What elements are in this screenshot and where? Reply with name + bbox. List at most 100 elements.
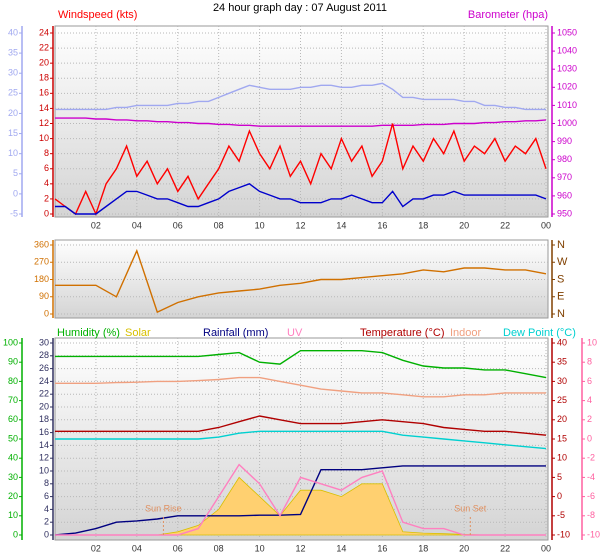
y-tick-label: 40 [8,453,18,463]
y-tick-label: 1050 [557,27,577,37]
series-label: Windspeed (kts) [58,9,137,21]
y-tick-label: 8 [44,478,49,488]
y-tick-label: 12 [39,453,49,463]
x-tick-label: 18 [418,220,428,230]
x-tick-label: 04 [132,543,142,553]
y-tick-label: 18 [39,73,49,83]
series-line [55,248,547,314]
x-tick-label: 16 [377,543,387,553]
y-tick-label: 28 [39,350,49,360]
y-tick-label: -5 [557,510,565,520]
y-tick-label: 2 [44,193,49,203]
y-tick-label: 0 [44,529,49,539]
y-tick-label: 90 [39,291,49,301]
y-tick-label: 0 [44,208,49,218]
y-tick-label: 20 [557,414,567,424]
series-line [54,465,546,536]
y-tick-label: 180 [34,274,49,284]
annotation-label: Sun Rise [145,503,182,513]
x-tick-label: 00 [541,220,551,230]
series-label: Indoor [450,327,482,339]
x-tick-label: 22 [500,220,510,230]
y-tick-label: -6 [587,491,595,501]
y-tick-label: 8 [44,148,49,158]
y-tick-label: 4 [587,395,592,405]
series-line [55,82,546,111]
x-tick-label: 20 [459,220,469,230]
y-tick-label: S [557,273,564,285]
x-tick-label: 04 [132,220,142,230]
series-line [55,430,547,450]
series-line [55,415,547,436]
x-tick-label: 06 [173,543,183,553]
y-tick-label: 6 [587,376,592,386]
y-tick-label: 24 [39,376,49,386]
y-tick-label: 30 [8,68,18,78]
y-tick-label: 30 [557,376,567,386]
y-tick-label: -10 [587,529,600,539]
y-tick-label: 2 [44,517,49,527]
y-tick-label: 8 [587,357,592,367]
y-tick-label: 20 [8,491,18,501]
y-tick-label: 30 [8,472,18,482]
x-tick-label: 06 [173,220,183,230]
y-tick-label: 25 [8,88,18,98]
y-tick-label: 0 [44,308,49,318]
y-tick-label: 360 [34,239,49,249]
y-tick-label: 5 [13,168,18,178]
y-tick-label: 50 [8,433,18,443]
y-tick-label: 1000 [557,118,577,128]
y-tick-label: 12 [39,118,49,128]
y-tick-label: 0 [13,529,18,539]
y-tick-label: 26 [39,363,49,373]
y-tick-label: 90 [8,357,18,367]
chart-title: 24 hour graph day : 07 August 2011 [213,2,387,14]
x-tick-label: 20 [459,543,469,553]
x-tick-label: 02 [91,220,101,230]
y-tick-label: 24 [39,27,49,37]
y-tick-label: 980 [557,154,572,164]
series-line [55,463,546,536]
series-line [55,183,547,215]
x-tick-label: 16 [377,220,387,230]
y-tick-label: 60 [8,414,18,424]
y-tick-label: -5 [10,208,18,218]
y-tick-label: 0 [557,491,562,501]
y-tick-label: 10 [557,453,567,463]
y-tick-label: 22 [39,389,49,399]
y-tick-label: 6 [44,163,49,173]
y-tick-label: 10 [8,510,18,520]
y-tick-label: 10 [39,465,49,475]
series-label: Dew Point (°C) [503,327,576,339]
y-tick-label: 10 [8,148,18,158]
y-tick-label: 5 [557,472,562,482]
y-tick-label: 20 [39,58,49,68]
y-tick-label: N [557,308,565,320]
y-tick-label: 1040 [557,45,577,55]
y-tick-label: 15 [557,433,567,443]
series-line [55,350,547,379]
y-tick-label: -2 [587,453,595,463]
series-label: Barometer (hpa) [468,9,548,21]
y-tick-label: 4 [44,504,49,514]
y-tick-label: 0 [587,433,592,443]
y-tick-label: 1030 [557,64,577,74]
x-tick-label: 08 [214,543,224,553]
x-tick-label: 22 [500,543,510,553]
y-tick-label: -4 [587,472,595,482]
series-label: Rainfall (mm) [203,327,268,339]
x-tick-label: 10 [255,543,265,553]
y-tick-label: 80 [8,376,18,386]
y-tick-label: 16 [39,88,49,98]
x-tick-label: 08 [214,220,224,230]
y-tick-label: 25 [557,395,567,405]
y-tick-label: 15 [8,128,18,138]
y-tick-label: 0 [13,188,18,198]
annotation-label: Sun Set [454,503,487,513]
x-tick-label: 18 [418,543,428,553]
y-tick-label: 35 [557,357,567,367]
series-label: Solar [125,327,151,339]
y-tick-label: 30 [39,337,49,347]
y-tick-label: W [557,256,568,268]
